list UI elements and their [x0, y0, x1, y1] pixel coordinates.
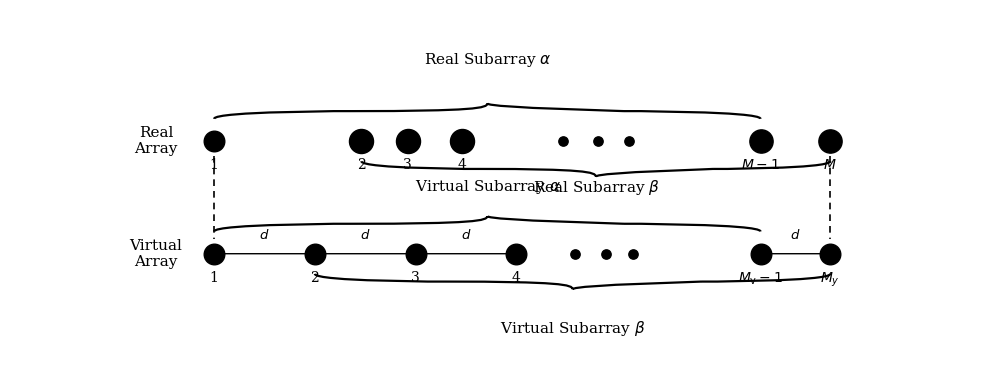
Point — [454, 138, 470, 144]
Point — [400, 138, 416, 144]
Text: $M_{\rm v}-1$: $M_{\rm v}-1$ — [738, 271, 783, 287]
Point — [598, 251, 614, 257]
Point — [555, 138, 571, 144]
Text: 2: 2 — [310, 271, 319, 285]
Text: 1: 1 — [210, 271, 219, 285]
Text: $M$: $M$ — [823, 158, 837, 172]
Point — [621, 138, 637, 144]
Text: $d$: $d$ — [461, 228, 471, 243]
Point — [822, 138, 838, 144]
Point — [753, 138, 769, 144]
Text: Virtual Subarray $\alpha$: Virtual Subarray $\alpha$ — [415, 178, 561, 196]
Text: Real
Array: Real Array — [134, 126, 178, 156]
Text: 4: 4 — [512, 271, 521, 285]
Text: $M-1$: $M-1$ — [741, 158, 780, 172]
Point — [353, 138, 369, 144]
Text: 3: 3 — [404, 158, 412, 172]
Text: 3: 3 — [411, 271, 420, 285]
Point — [822, 251, 838, 257]
Point — [753, 251, 769, 257]
Text: Real Subarray $\beta$: Real Subarray $\beta$ — [533, 177, 660, 196]
Text: 1: 1 — [210, 158, 219, 172]
Text: 4: 4 — [458, 158, 467, 172]
Text: $d$: $d$ — [259, 228, 270, 243]
Text: 2: 2 — [357, 158, 366, 172]
Point — [307, 251, 323, 257]
Point — [206, 251, 222, 257]
Text: Virtual
Array: Virtual Array — [130, 239, 182, 269]
Point — [508, 251, 524, 257]
Text: $d$: $d$ — [360, 228, 370, 243]
Text: $M_y$: $M_y$ — [820, 271, 840, 289]
Point — [590, 138, 606, 144]
Point — [625, 251, 641, 257]
Text: Real Subarray $\alpha$: Real Subarray $\alpha$ — [424, 50, 551, 69]
Point — [566, 251, 582, 257]
Point — [206, 138, 222, 144]
Point — [408, 251, 424, 257]
Text: Virtual Subarray $\beta$: Virtual Subarray $\beta$ — [500, 319, 646, 338]
Text: $d$: $d$ — [790, 228, 801, 243]
